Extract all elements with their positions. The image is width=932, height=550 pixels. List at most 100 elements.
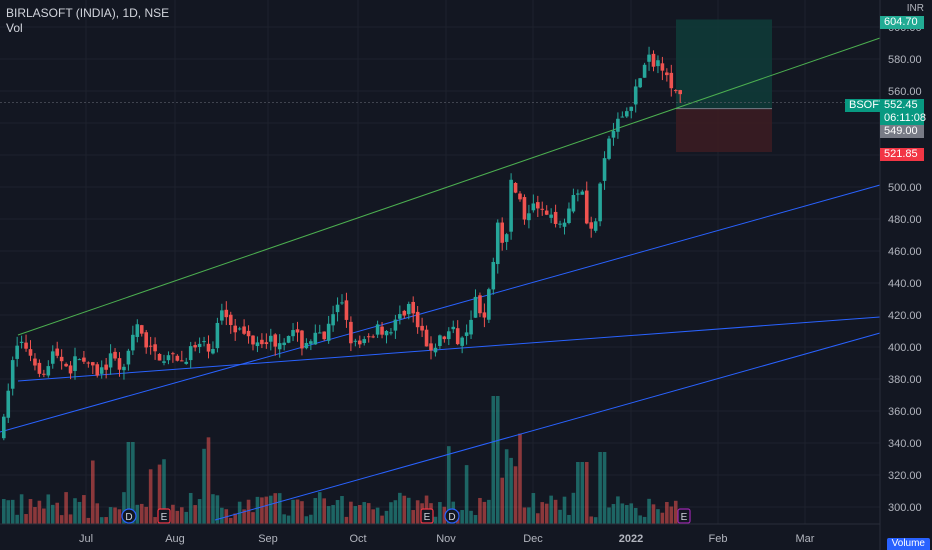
volume-bar	[527, 507, 531, 524]
candle-body	[260, 339, 264, 345]
candle-body	[629, 106, 634, 111]
candle-body	[366, 336, 371, 338]
candle-body	[424, 329, 429, 347]
volume-bar	[46, 494, 51, 524]
trend-lines[interactable]	[0, 37, 881, 521]
volume-bar	[104, 517, 108, 524]
volume-bar	[402, 495, 407, 524]
volume-bar	[15, 514, 19, 524]
candle-body	[625, 111, 629, 117]
volume-bar	[629, 503, 634, 524]
earnings-marker[interactable]	[677, 508, 691, 524]
volume-bar	[260, 497, 264, 524]
volume-bar	[469, 510, 473, 524]
volume-bar	[135, 504, 140, 524]
candle-body	[246, 330, 251, 337]
volume-bar	[19, 494, 24, 524]
candle-body	[37, 362, 42, 374]
volume-legend[interactable]: Vol	[6, 21, 23, 35]
volume-bar	[656, 509, 660, 524]
candlesticks	[2, 46, 682, 441]
candle-body	[451, 326, 456, 330]
volume-bar	[175, 510, 180, 524]
volume-bar	[304, 516, 309, 524]
volume-bar	[180, 507, 184, 524]
candle-body	[95, 364, 100, 376]
candle-body	[384, 330, 389, 336]
volume-bar	[184, 511, 189, 524]
volume-bar	[540, 502, 545, 524]
price-axis[interactable]: 600.00580.00560.00540.00520.00500.00480.…	[879, 0, 922, 550]
ascending-channel-top-line[interactable]	[17, 37, 881, 336]
candle-body	[558, 223, 562, 225]
candle-body	[86, 362, 91, 364]
volume-bar	[642, 516, 647, 524]
candle-body	[188, 346, 193, 361]
dividend-marker[interactable]	[444, 508, 460, 524]
volume-bar	[99, 517, 104, 524]
candle-body	[131, 334, 135, 351]
volume-bar	[42, 508, 46, 524]
volume-bar	[55, 502, 59, 524]
volume-bar	[122, 492, 126, 524]
volume-bar	[59, 515, 64, 524]
candle-body	[264, 342, 269, 345]
volume-bar	[50, 504, 55, 524]
time-axis[interactable]: Jul Aug Sep Oct Nov Dec 2022 Feb Mar	[0, 523, 880, 545]
volume-bar	[576, 462, 580, 524]
candle-body	[326, 323, 331, 341]
dividend-marker[interactable]	[121, 508, 137, 524]
loss-zone[interactable]	[676, 108, 772, 153]
volume-bar	[384, 510, 389, 524]
volume-bar	[86, 517, 91, 524]
lower-trendline[interactable]	[214, 332, 881, 521]
time-tick-label: Dec	[523, 533, 543, 545]
candle-body	[504, 234, 509, 242]
volume-bar	[277, 493, 282, 524]
price-tick-label: 320.00	[888, 470, 922, 482]
price-tick-label: 460.00	[888, 246, 922, 258]
candle-body	[166, 355, 171, 361]
volume-bar	[344, 516, 349, 524]
volume-bar	[625, 505, 629, 524]
volume-bar	[153, 517, 157, 524]
candle-body	[228, 314, 233, 325]
candle-body	[317, 332, 322, 334]
candle-body	[544, 210, 549, 215]
candle-body	[571, 195, 576, 212]
candle-body	[171, 353, 175, 355]
candle-body	[286, 335, 291, 343]
volume-bar	[264, 496, 269, 524]
profit-zone[interactable]	[676, 19, 772, 109]
candle-body	[429, 343, 433, 351]
candle-body	[255, 342, 260, 347]
candle-body	[304, 342, 309, 349]
long-position-tool[interactable]	[676, 19, 772, 153]
volume-bar	[633, 507, 638, 524]
volume-bar	[558, 509, 562, 524]
volume-bar	[295, 499, 300, 524]
candle-body	[380, 326, 384, 335]
candle-body	[2, 416, 6, 439]
symbol-title[interactable]: BIRLASOFT (INDIA), 1D, NSE	[6, 6, 170, 20]
volume-bar	[68, 514, 73, 524]
earnings-marker[interactable]	[157, 508, 171, 524]
candle-body	[576, 193, 580, 195]
volume-bar	[366, 503, 371, 524]
earnings-marker[interactable]	[420, 508, 434, 524]
candle-body	[460, 337, 464, 346]
volume-bar	[544, 503, 549, 524]
candle-body	[642, 64, 647, 78]
price-tick-label: 440.00	[888, 278, 922, 290]
volume-bar	[82, 495, 86, 524]
support-trendline[interactable]	[0, 184, 881, 433]
entry-price-tag: 549.00	[880, 125, 924, 138]
candle-body	[549, 214, 553, 218]
candle-body	[99, 367, 104, 374]
volume-bar	[157, 464, 162, 524]
horizontal-support-line[interactable]	[17, 316, 881, 382]
candle-body	[589, 222, 593, 229]
volume-bar	[571, 492, 576, 524]
